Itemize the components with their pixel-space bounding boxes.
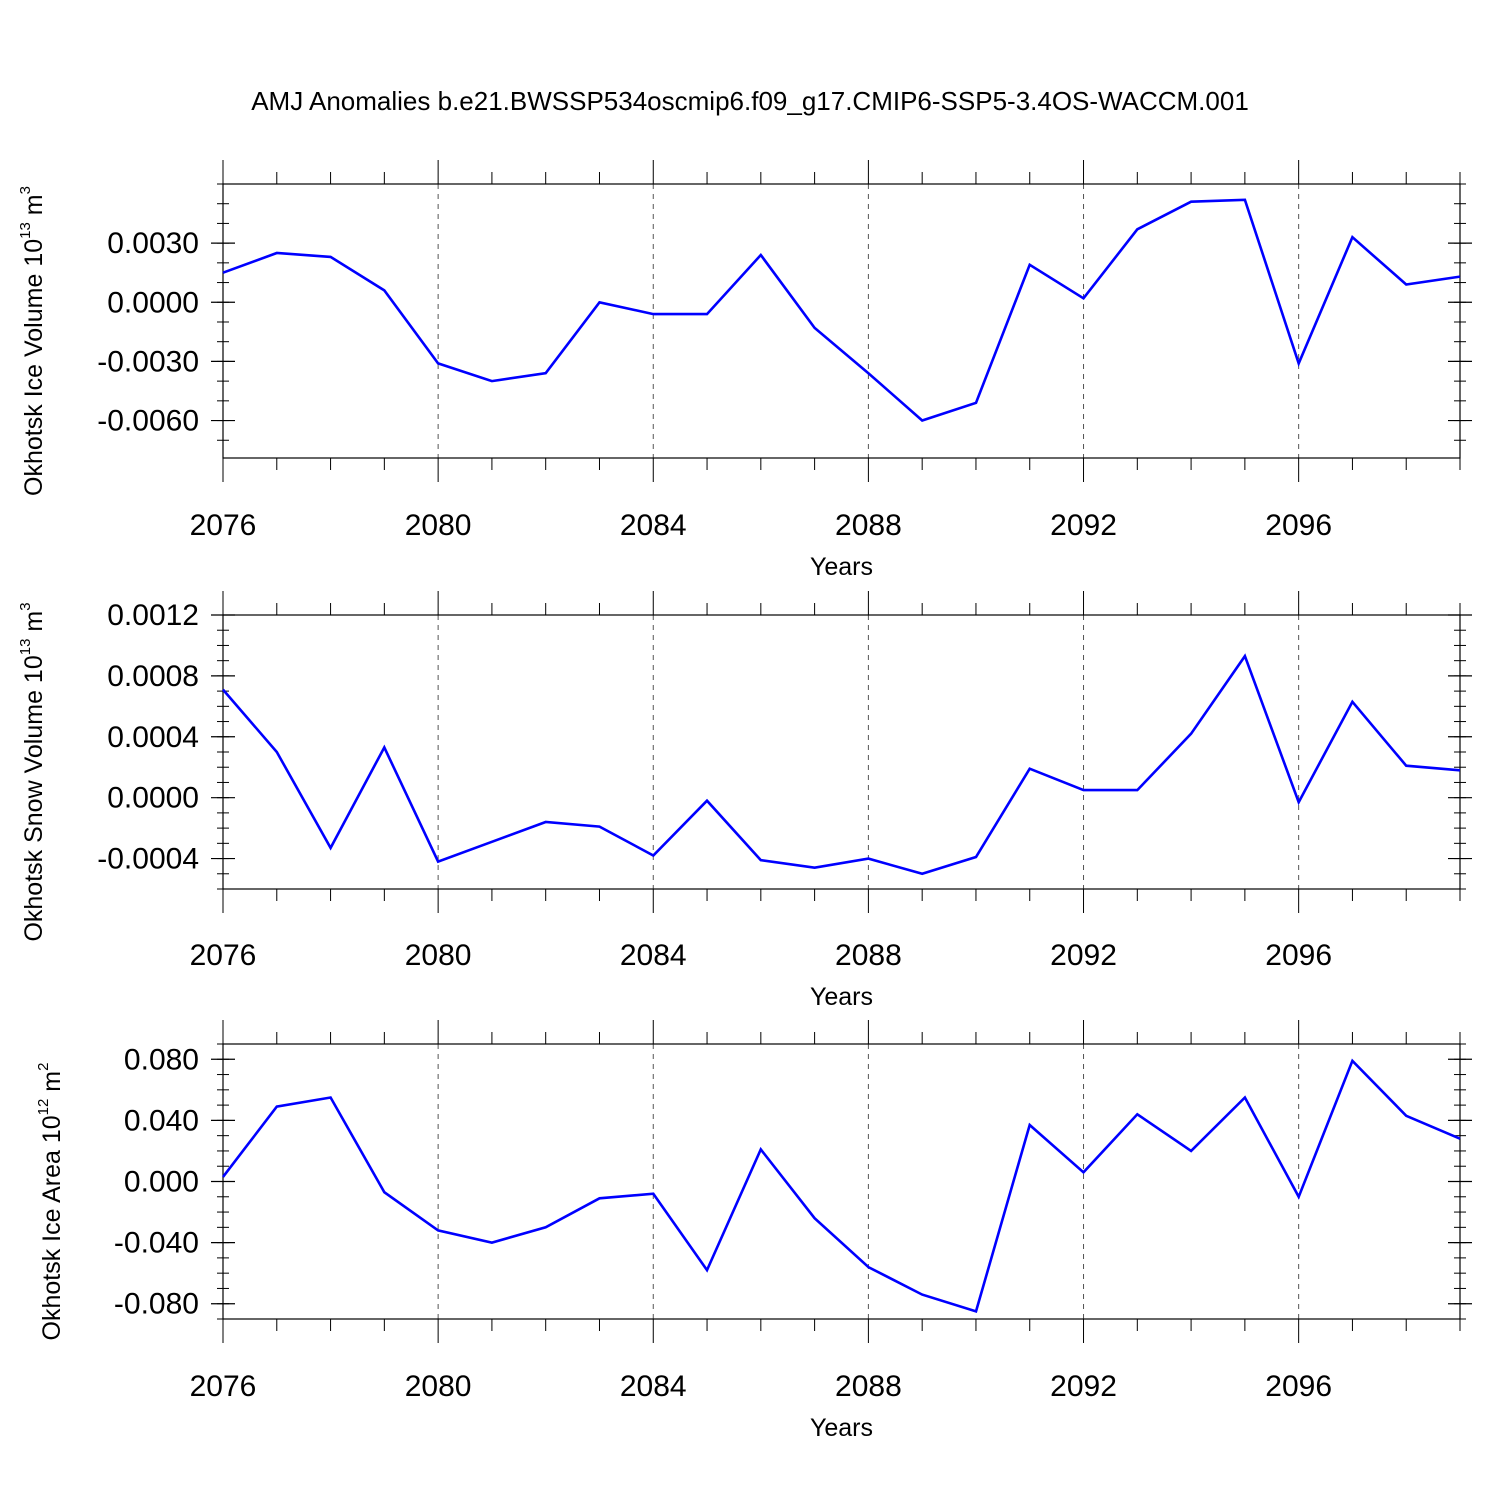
panel-1: 0.0030 0.0000 -0.0030 -0.0060 2076 2080 2084 20… [17,160,1472,581]
series-line [221,1058,1461,1314]
y-axis-label-part: m [38,1071,66,1099]
y-axis-label: Okhotsk Ice Area 1012 m2 [35,1063,66,1341]
y-tick-label: 0.0000 [107,286,199,319]
panel-3: 0.080 0.040 0.000 -0.040 -0.080 2076 2080 2084 2… [35,1020,1472,1442]
y-tick-label: 0.000 [124,1166,199,1199]
x-tick-label: 2076 [190,1370,257,1403]
x-tick-label: 2076 [190,509,257,542]
x-tick-label: 2084 [620,509,687,542]
x-tick-label: 2092 [1050,939,1117,972]
y-axis-label: Okhotsk Snow Volume 1013 m3 [17,602,48,941]
x-tick-label: 2084 [620,939,687,972]
y-axis-label-sup: 3 [17,602,34,610]
x-tick-label: 2096 [1265,1370,1332,1403]
x-tick-label: 2092 [1050,509,1117,542]
y-tick-label: 0.0004 [107,721,199,754]
chart-title: AMJ Anomalies b.e21.BWSSP534oscmip6.f09_… [251,86,1249,116]
y-axis-label-part: Okhotsk Ice Volume 10 [20,239,48,496]
y-axis-label: Okhotsk Ice Volume 1013 m3 [17,186,48,496]
y-tick-label: 0.0000 [107,782,199,815]
y-axis-label-sup: 13 [17,222,34,239]
y-axis-label-sup: 3 [17,186,34,194]
y-tick-label: 0.0030 [107,227,199,260]
y-axis-label-sup: 12 [35,1099,52,1116]
plot-frame [222,183,1461,459]
x-axis-label: Years [810,553,873,581]
x-tick-label: 2088 [835,939,902,972]
x-axis-label: Years [810,983,873,1011]
series-line [222,198,1461,422]
y-tick-label: -0.0004 [97,843,199,876]
y-tick-label: 0.0012 [107,599,199,632]
y-tick-label: 0.080 [124,1043,199,1076]
x-axis-label: Years [810,1414,873,1442]
x-tick-label: 2088 [835,509,902,542]
y-axis-label-part: m [20,611,48,639]
x-tick-label: 2084 [620,1370,687,1403]
x-tick-label: 2076 [190,939,257,972]
x-tick-label: 2080 [405,1370,472,1403]
series-line [222,653,1461,876]
y-tick-label: 0.0008 [107,660,199,693]
y-tick-label: -0.0060 [97,405,199,438]
y-tick-label: 0.040 [124,1104,199,1137]
plot-frame [222,614,1461,890]
plot-frame [222,1043,1461,1320]
y-tick-label: -0.0030 [97,345,199,378]
y-tick-label: -0.080 [114,1288,199,1321]
y-axis-label-sup: 13 [17,639,34,656]
x-tick-label: 2088 [835,1370,902,1403]
x-tick-label: 2096 [1265,509,1332,542]
x-tick-label: 2096 [1265,939,1332,972]
x-tick-label: 2080 [405,509,472,542]
y-axis-label-sup: 2 [35,1063,52,1071]
x-tick-label: 2080 [405,939,472,972]
y-axis-label-part: Okhotsk Snow Volume 10 [20,655,48,941]
y-tick-label: -0.040 [114,1227,199,1260]
x-tick-label: 2092 [1050,1370,1117,1403]
y-axis-label-part: Okhotsk Ice Area 10 [38,1115,66,1340]
y-axis-label-part: m [20,194,48,222]
panel-2: 0.0012 0.0008 0.0004 0.0000 -0.0004 2076 2080 2… [17,591,1472,1011]
